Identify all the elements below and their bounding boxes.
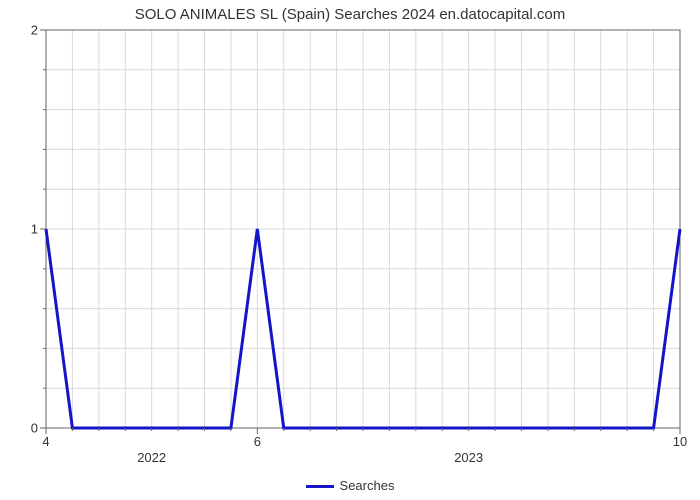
plot-area: 012461020222023 xyxy=(46,30,680,428)
x-tick-label: 10 xyxy=(673,434,687,449)
legend-line xyxy=(306,485,334,488)
x-year-label: 2023 xyxy=(454,450,483,465)
x-tick-label: 4 xyxy=(42,434,49,449)
y-tick-label: 0 xyxy=(31,421,38,436)
x-tick-label: 6 xyxy=(254,434,261,449)
y-tick-label: 2 xyxy=(31,23,38,38)
y-tick-label: 1 xyxy=(31,222,38,237)
legend-label: Searches xyxy=(340,478,395,493)
x-year-label: 2022 xyxy=(137,450,166,465)
legend: Searches xyxy=(0,478,700,493)
chart-title: SOLO ANIMALES SL (Spain) Searches 2024 e… xyxy=(0,6,700,23)
